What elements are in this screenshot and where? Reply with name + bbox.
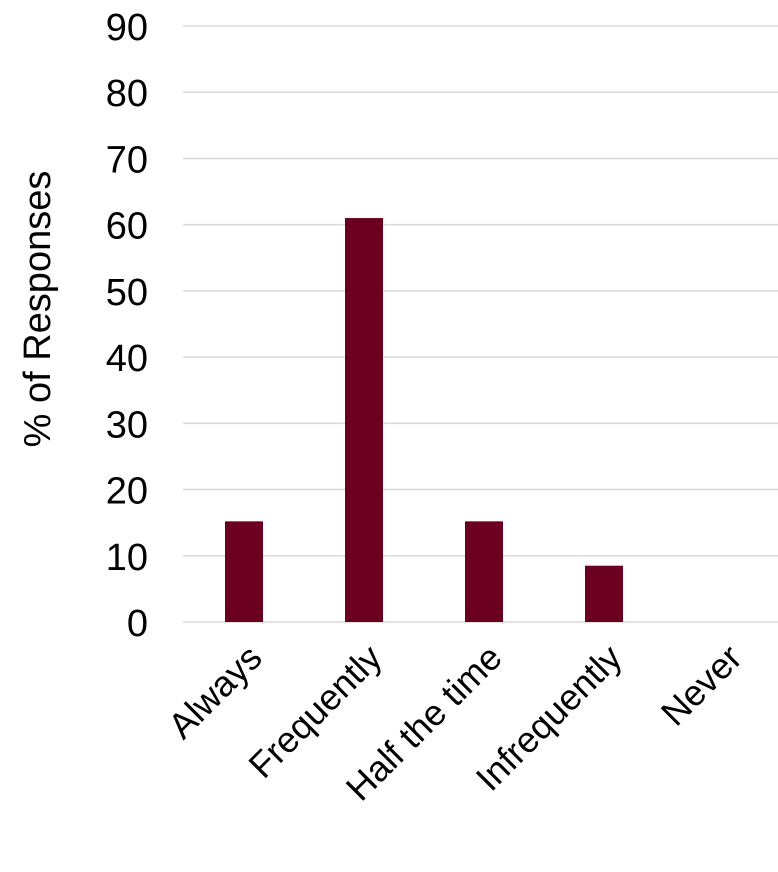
y-tick-label: 40 <box>106 338 148 380</box>
y-tick-label: 10 <box>106 537 148 579</box>
bar-infrequently <box>585 565 623 622</box>
bar-half-the-time <box>465 521 503 622</box>
x-category-label: Always <box>160 637 270 747</box>
y-tick-label: 50 <box>106 272 148 314</box>
y-axis-tick-labels: 0 10 20 30 40 50 60 70 80 90 <box>106 7 148 645</box>
y-tick-label: 30 <box>106 404 148 446</box>
y-tick-label: 70 <box>106 139 148 181</box>
x-category-label: Never <box>653 637 750 734</box>
y-axis-title: % of Responses <box>17 171 59 448</box>
y-tick-label: 0 <box>127 603 148 645</box>
y-tick-label: 60 <box>106 206 148 248</box>
y-tick-label: 80 <box>106 73 148 115</box>
y-tick-label: 90 <box>106 7 148 49</box>
gridlines <box>183 25 778 623</box>
y-tick-label: 20 <box>106 471 148 513</box>
bar-frequently <box>345 218 383 623</box>
bar-always <box>225 521 263 622</box>
bars <box>225 218 623 623</box>
